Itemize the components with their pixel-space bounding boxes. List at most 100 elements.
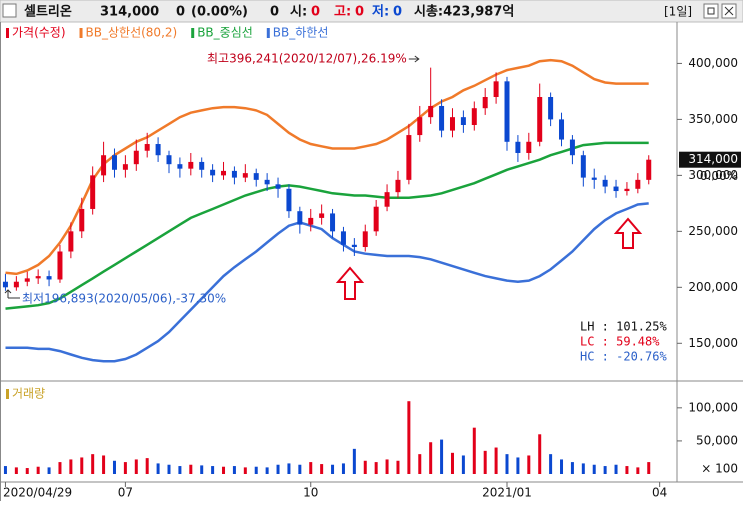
last-price-label: 314,000 (688, 152, 738, 166)
candle-body (635, 179, 641, 189)
volume-bar (505, 454, 509, 474)
volume-bar (91, 454, 95, 474)
panel-title: 거래량 (12, 387, 45, 401)
candle-body (569, 139, 575, 156)
candle-body (439, 105, 445, 131)
y-tick-label: 250,000 (688, 224, 738, 238)
volume-bar (418, 454, 422, 474)
volume-bar (560, 459, 564, 474)
volume-bar (243, 467, 247, 474)
candle-body (526, 141, 532, 153)
candle-body (253, 173, 259, 180)
volume-bar (25, 468, 29, 474)
low-label: 저: (372, 5, 389, 20)
candle-body (351, 244, 357, 248)
volume-bar (483, 450, 487, 474)
candle-body (199, 161, 205, 170)
candle-body (231, 170, 237, 178)
legend-label: BB_하한선 (273, 26, 329, 40)
volume-bar (494, 447, 498, 474)
high-label: 고: (334, 5, 351, 20)
volume-bar (36, 466, 40, 474)
candle-body (504, 81, 510, 142)
candle-body (286, 188, 292, 212)
candle-body (57, 251, 63, 280)
volume-bar (47, 467, 51, 474)
candle-body (471, 108, 477, 125)
window-icon[interactable] (2, 3, 17, 18)
x-tick-label: 2020/04/29 (3, 486, 72, 500)
volume-bar (211, 466, 215, 474)
volume-bar (429, 442, 433, 474)
change: 0 (176, 5, 185, 20)
volume-bar (472, 427, 476, 474)
volume-bar (581, 463, 585, 474)
volume-bar (189, 464, 193, 474)
legend-swatch (6, 389, 9, 399)
candle-body (330, 213, 336, 232)
period-button[interactable]: [1일] (664, 5, 692, 19)
volume-bar (331, 464, 335, 474)
volume-bar (549, 454, 553, 474)
annotation-arrow (4, 289, 20, 299)
volume-bar (396, 460, 400, 474)
volume-bar (112, 460, 116, 474)
volume-bar (440, 439, 444, 474)
candle-body (264, 179, 270, 185)
volume-bar (178, 466, 182, 474)
volume-bar (450, 452, 454, 474)
x-tick-label: 04 (652, 486, 667, 500)
candle-body (242, 173, 248, 178)
volume-bar (222, 466, 226, 474)
volume-bar (69, 459, 73, 474)
volume-bar (145, 458, 149, 474)
volume-bar (287, 463, 291, 474)
change-pct: (0.00%) (191, 5, 248, 20)
volume-bar (636, 467, 640, 474)
candle-body (373, 206, 379, 232)
candle-body (188, 161, 194, 169)
volume-bar (625, 466, 629, 474)
candle-body (515, 141, 521, 153)
maximize-button[interactable] (703, 3, 719, 19)
close-icon (724, 6, 734, 16)
y-tick-label: 350,000 (688, 112, 738, 126)
candle-body (155, 144, 161, 156)
y-tick-label: 300,000 (688, 168, 738, 182)
marker-arrow (613, 217, 643, 249)
candle-body (46, 276, 52, 280)
candle-body (580, 155, 586, 178)
volume-bar (341, 463, 345, 474)
low-value: 0 (393, 5, 402, 20)
candle-body (460, 117, 466, 125)
legend-swatch (6, 28, 9, 38)
band-line (5, 141, 649, 310)
candle-body (68, 231, 74, 252)
candle-body (177, 164, 183, 169)
candle-body (537, 97, 543, 142)
candle-body (548, 97, 554, 120)
volume-bar (276, 464, 280, 474)
candle-body (624, 188, 630, 192)
volume-bar (527, 455, 531, 474)
candle-body (297, 211, 303, 225)
volume-bar (570, 462, 574, 474)
volume-bar (167, 464, 171, 474)
volume-bar (592, 464, 596, 474)
maximize-icon (707, 7, 715, 15)
open-value: 0 (311, 5, 320, 20)
candle-body (384, 192, 390, 207)
volume-bar (123, 462, 127, 474)
volume-bar (232, 466, 236, 474)
last-change-label: 0.00% (700, 169, 738, 183)
candle-body (210, 169, 216, 176)
candle-body (111, 155, 117, 170)
legend-label: 가격(수정) (12, 26, 66, 40)
volume-bar (3, 466, 7, 474)
x-tick-label: 2021/01 (482, 486, 532, 500)
legend-swatch (266, 28, 270, 38)
candle-body (90, 175, 96, 209)
